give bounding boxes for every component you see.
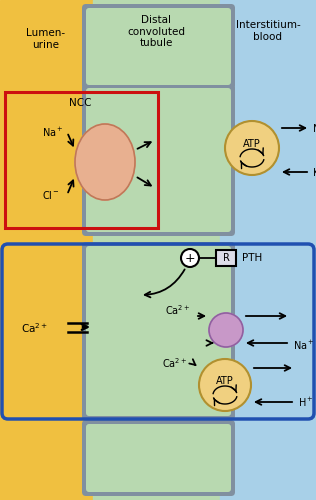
FancyBboxPatch shape — [82, 4, 235, 89]
FancyBboxPatch shape — [86, 8, 231, 85]
Bar — [0, 0, 93, 500]
FancyBboxPatch shape — [82, 84, 235, 236]
Text: Ca$^{2+}$: Ca$^{2+}$ — [162, 356, 188, 370]
Text: H$^+$: H$^+$ — [298, 396, 313, 408]
Text: Lumen-
urine: Lumen- urine — [27, 28, 65, 50]
Text: Ca$^{2+}$: Ca$^{2+}$ — [165, 303, 191, 317]
Text: ATP: ATP — [243, 139, 261, 149]
Text: R: R — [222, 253, 229, 263]
FancyBboxPatch shape — [86, 88, 231, 232]
FancyBboxPatch shape — [86, 246, 231, 416]
Text: Ca$^{2+}$: Ca$^{2+}$ — [21, 321, 49, 335]
Text: Distal
convoluted
tubule: Distal convoluted tubule — [127, 15, 185, 48]
Bar — [220, 0, 316, 500]
Circle shape — [181, 249, 199, 267]
Text: Na$^+$: Na$^+$ — [312, 122, 316, 134]
FancyBboxPatch shape — [86, 424, 231, 492]
Circle shape — [209, 313, 243, 347]
FancyBboxPatch shape — [82, 242, 235, 420]
Bar — [216, 250, 236, 266]
Circle shape — [199, 359, 251, 411]
Text: PTH: PTH — [242, 253, 262, 263]
Text: Cl$^-$: Cl$^-$ — [42, 189, 60, 201]
Text: Na$^+$: Na$^+$ — [42, 126, 64, 138]
Text: NCC: NCC — [69, 98, 91, 108]
FancyBboxPatch shape — [82, 420, 235, 496]
Text: K$^+$: K$^+$ — [312, 166, 316, 178]
Ellipse shape — [75, 124, 135, 200]
Text: +: + — [185, 252, 195, 264]
Text: Interstitium-
blood: Interstitium- blood — [236, 20, 301, 42]
Text: ATP: ATP — [216, 376, 234, 386]
Text: Na$^+$: Na$^+$ — [293, 338, 314, 351]
Bar — [5, 92, 158, 228]
Circle shape — [225, 121, 279, 175]
Bar — [93, 0, 220, 500]
